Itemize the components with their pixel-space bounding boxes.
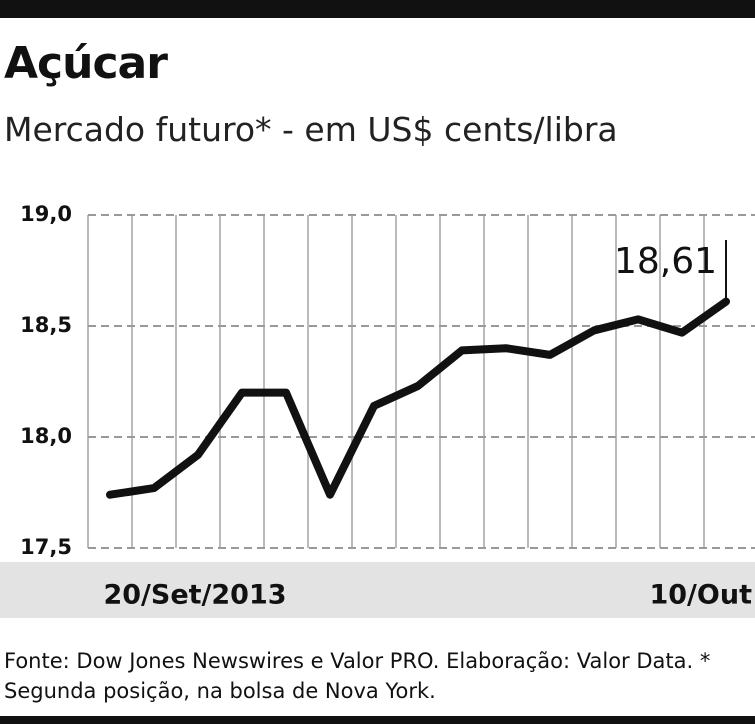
x-tick-label: 10/Out [649, 580, 752, 611]
price-line [106, 297, 730, 499]
value-label: 18,61 [614, 241, 717, 282]
y-tick-label: 18,5 [20, 313, 72, 337]
x-tick-label: 20/Set/2013 [103, 580, 286, 611]
x-axis-band [0, 562, 755, 618]
y-tick-label: 17,5 [20, 535, 72, 559]
chart: 17,5 18,0 18,5 19,0 20/Set/2013 10/Out 18,61 [0, 202, 755, 618]
y-tick-label: 18,0 [20, 424, 72, 448]
y-tick-label: 19,0 [20, 202, 72, 226]
chart-subtitle: Mercado futuro* - em US$ cents/libra [4, 110, 618, 149]
source-note: Fonte: Dow Jones Newswires e Valor PRO. … [4, 649, 711, 703]
top-bar [0, 0, 755, 18]
bottom-bar [0, 716, 755, 724]
chart-title: Açúcar [4, 38, 168, 89]
